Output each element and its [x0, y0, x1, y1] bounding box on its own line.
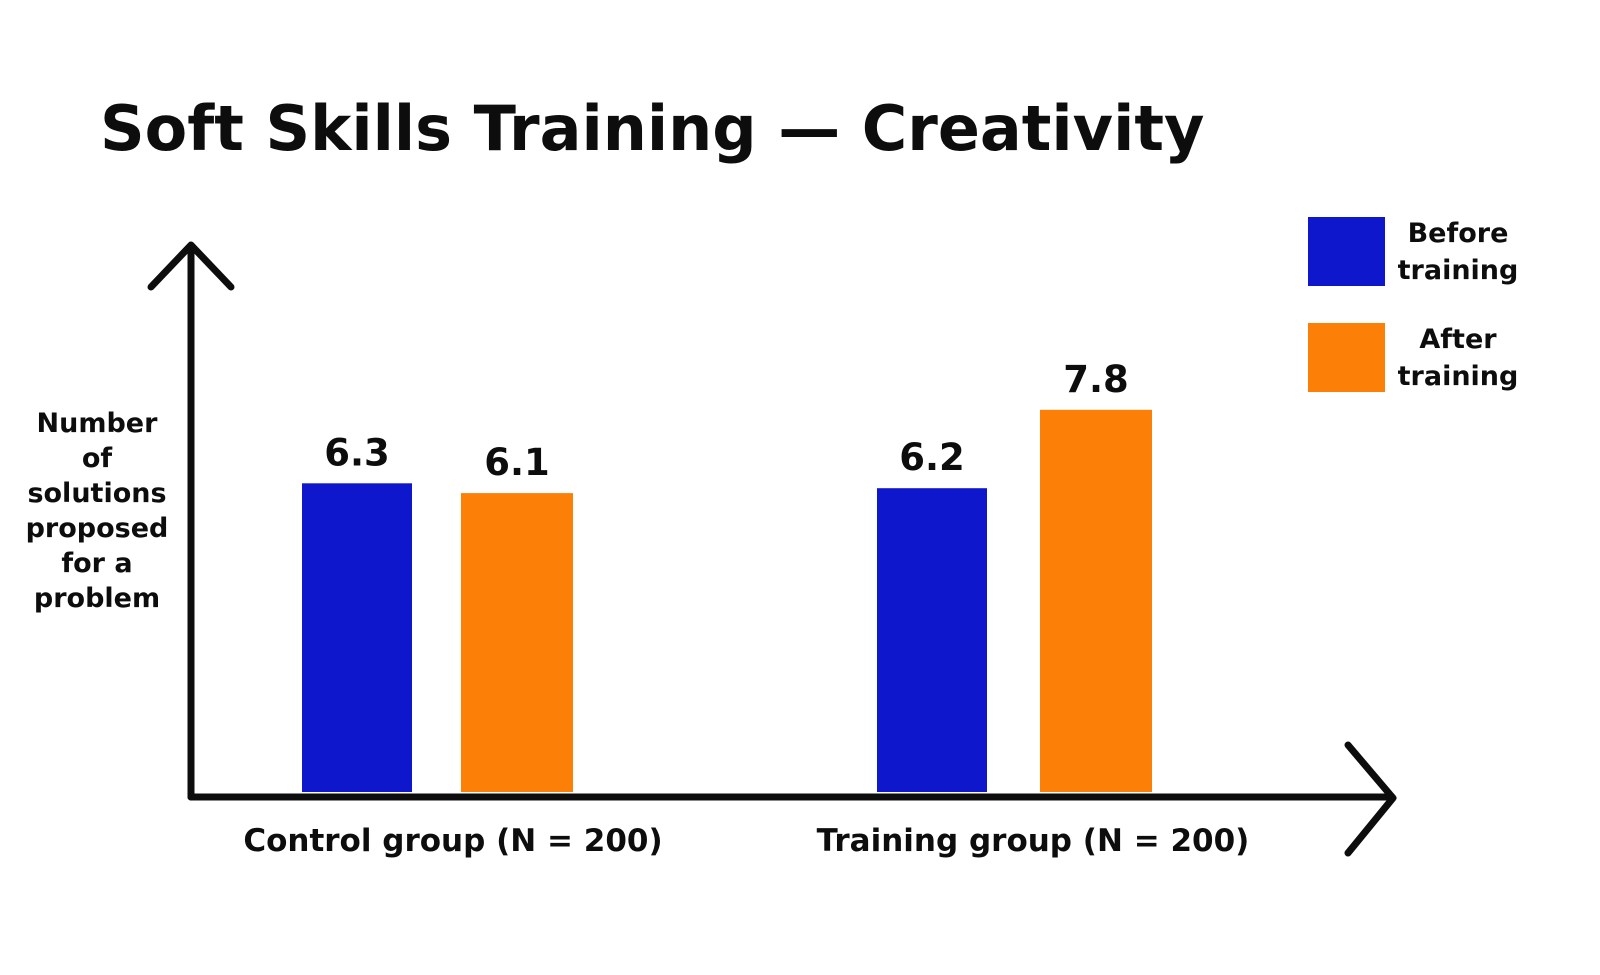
y-axis-label-line: proposed [26, 513, 169, 544]
legend-label-after: After training [1398, 324, 1519, 392]
y-axis-label-line: for a [61, 548, 132, 579]
category-labels-group: Control group (N = 200) Training group (N… [243, 823, 1249, 859]
bar-after-training [1040, 409, 1152, 792]
bar-before-control [302, 483, 412, 792]
data-label: 6.2 [899, 436, 965, 479]
value-labels-group: 6.3 6.1 6.2 7.8 [324, 358, 1129, 484]
bars-group [302, 409, 1152, 792]
bar-after-control [461, 493, 573, 792]
legend: Before training After training [1308, 217, 1518, 392]
x-axis-arrow-icon [1344, 741, 1397, 857]
legend-swatch-before [1308, 217, 1385, 286]
chart-title: Soft Skills Training — Creativity [100, 92, 1204, 165]
legend-swatch-after [1308, 323, 1385, 392]
y-axis-arrow-icon [147, 241, 235, 291]
y-axis-label-line: problem [34, 583, 160, 614]
data-label: 6.3 [324, 431, 390, 474]
y-axis-label: Number of solutions proposed for a problem [26, 408, 169, 614]
y-axis-label-line: Number [37, 408, 159, 439]
bar-before-training [877, 488, 987, 792]
y-axis-label-line: of [82, 443, 113, 474]
x-tick-label: Control group (N = 200) [243, 823, 662, 859]
y-axis-label-line: solutions [27, 478, 166, 509]
x-tick-label: Training group (N = 200) [817, 823, 1250, 859]
data-label: 7.8 [1063, 358, 1129, 401]
legend-label-before: Before training [1398, 218, 1519, 286]
data-label: 6.1 [484, 441, 550, 484]
